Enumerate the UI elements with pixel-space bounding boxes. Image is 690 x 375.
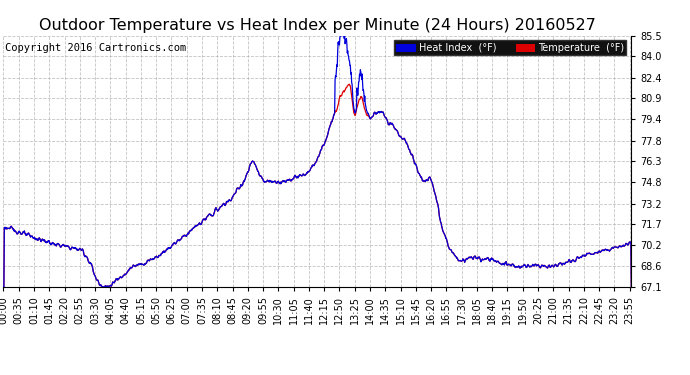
Title: Outdoor Temperature vs Heat Index per Minute (24 Hours) 20160527: Outdoor Temperature vs Heat Index per Mi… — [39, 18, 596, 33]
Text: Copyright 2016 Cartronics.com: Copyright 2016 Cartronics.com — [5, 43, 186, 53]
Legend: Heat Index  (°F), Temperature  (°F): Heat Index (°F), Temperature (°F) — [394, 40, 627, 56]
